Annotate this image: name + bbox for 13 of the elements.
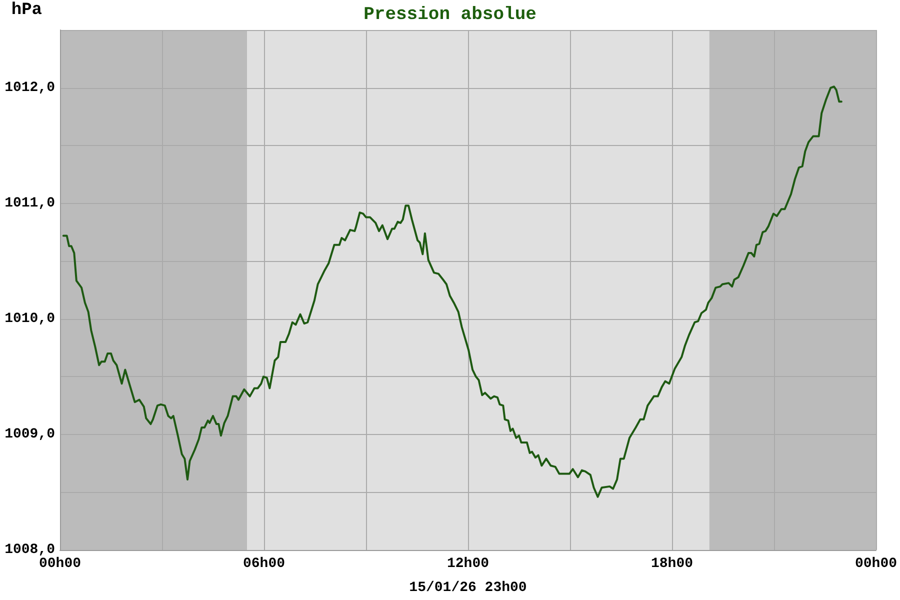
chart-title: Pression absolue xyxy=(364,5,536,25)
x-tick-label: 00h00 xyxy=(38,556,82,572)
x-tick-label: 18h00 xyxy=(650,556,694,572)
x-tick-label: 12h00 xyxy=(446,556,490,572)
y-tick-label: 1012,0 xyxy=(4,80,55,96)
x-axis-title: 15/01/26 23h00 xyxy=(409,580,527,596)
x-tick-label: 06h00 xyxy=(242,556,286,572)
y-tick-label: 1008,0 xyxy=(4,542,55,558)
y-axis-title: hPa xyxy=(11,1,42,20)
y-tick-label: 1011,0 xyxy=(4,195,55,212)
y-tick-label: 1010,0 xyxy=(4,310,55,327)
y-tick-label: 1009,0 xyxy=(4,426,55,442)
x-tick-label: 00h00 xyxy=(854,556,898,572)
